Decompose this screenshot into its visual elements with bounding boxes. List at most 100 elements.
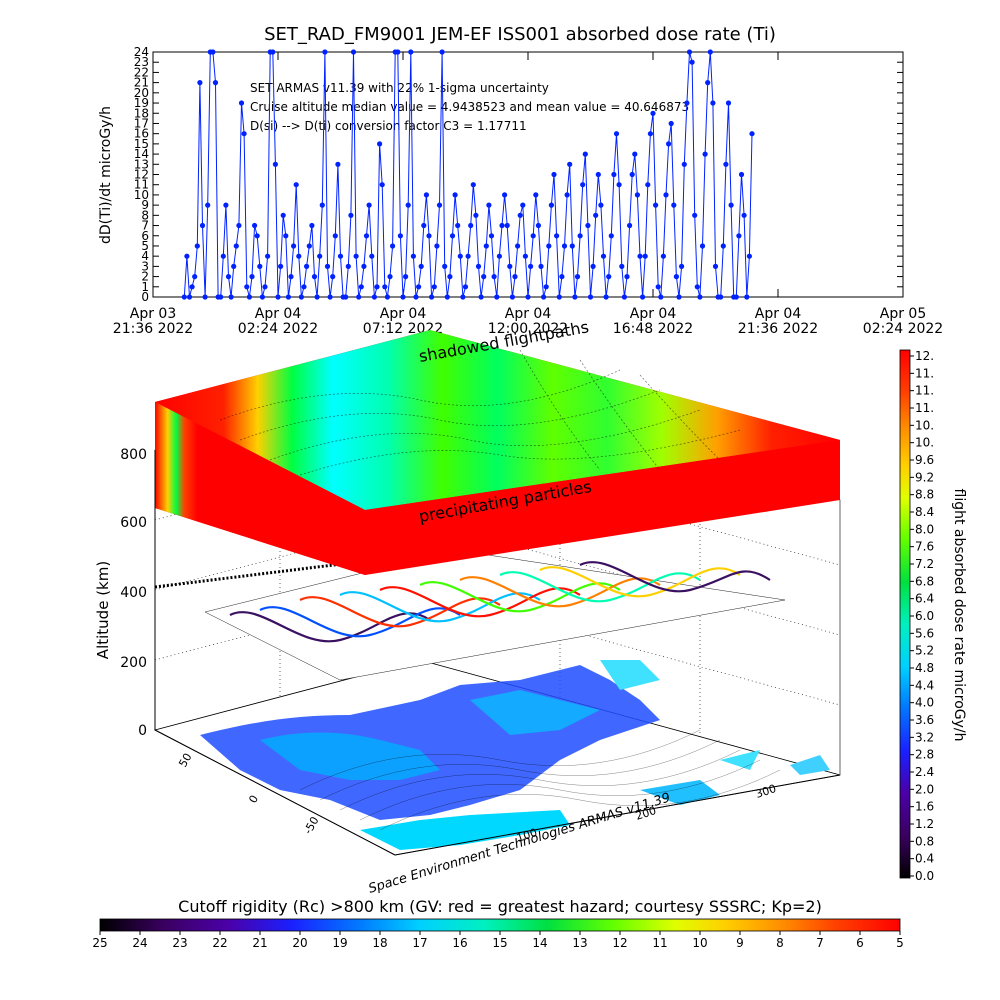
dose-colorbar: 0.0 0.4 0.8 1.2 1.6 2.0 2.4 2.8 3.2 3.6 4.0 4.4 4.8 5…: [899, 349, 967, 883]
annotation-line: Cruise altitude median value = 4.9438523…: [250, 100, 689, 114]
data-point: [572, 294, 578, 300]
colorbar-tick-label: 0.8: [915, 834, 934, 848]
data-point: [598, 202, 604, 208]
map-floor: [153, 659, 841, 856]
x-tick-label: 02:24 2022: [863, 321, 943, 337]
colorbar-tick-label: 2.8: [915, 748, 934, 762]
colorbar-label: Cutoff rigidity (Rc) >800 km (GV: red = …: [178, 897, 822, 916]
dose-rate-series: [181, 49, 755, 300]
data-point: [280, 212, 286, 218]
data-point: [400, 294, 406, 300]
data-point: [517, 212, 523, 218]
data-point: [429, 294, 435, 300]
y-tick-label: 12: [134, 168, 149, 182]
data-point: [676, 294, 682, 300]
data-point: [741, 212, 747, 218]
data-point: [624, 274, 630, 280]
lat-tick-label: -50: [301, 814, 321, 836]
data-point: [416, 284, 422, 290]
data-point: [410, 253, 416, 259]
data-point: [288, 274, 294, 280]
data-point: [710, 100, 716, 106]
x-tick-label: Apr 03: [130, 306, 176, 322]
data-point: [738, 171, 745, 178]
data-point: [642, 253, 648, 259]
data-point: [608, 233, 614, 239]
data-point: [452, 192, 458, 198]
data-point: [520, 202, 526, 208]
data-point: [205, 202, 211, 208]
colorbar-tick-label: 4.4: [915, 678, 934, 692]
data-point: [462, 284, 469, 290]
data-point: [616, 182, 622, 188]
data-point: [600, 253, 607, 259]
data-point: [504, 222, 510, 229]
colorbar-tick-label: 10.: [915, 436, 934, 450]
orbit-track-layer: [154, 548, 786, 681]
data-point: [611, 171, 617, 178]
data-point: [228, 294, 234, 300]
data-point: [447, 274, 453, 280]
data-point: [603, 294, 609, 300]
data-point: [460, 294, 466, 300]
colorbar-tick-label: 10.: [915, 418, 934, 432]
data-point: [655, 284, 661, 290]
y-tick-label: 3: [141, 259, 149, 273]
data-point: [254, 233, 260, 239]
data-point: [186, 294, 193, 300]
colorbar-tick-label: 2.0: [915, 782, 934, 796]
data-point: [499, 222, 505, 229]
y-tick-label: 21: [134, 76, 149, 90]
data-point: [225, 274, 232, 280]
data-point: [413, 294, 419, 300]
colorbar-tick-label: 8: [776, 936, 784, 950]
colorbar-tick-label: 12: [612, 936, 627, 950]
data-point: [369, 253, 375, 259]
data-point: [236, 222, 242, 229]
y-tick-label: 5: [141, 239, 149, 253]
data-point: [358, 284, 364, 290]
colorbar-tick-label: 8.8: [915, 488, 934, 502]
data-point: [405, 202, 411, 208]
data-point: [423, 192, 429, 198]
data-point: [486, 202, 492, 208]
x-tick-label: 16:48 2022: [613, 321, 693, 337]
z-tick-label: 0: [138, 723, 147, 739]
data-point: [541, 294, 547, 300]
colorbar-tick-label: 6: [856, 936, 864, 950]
data-point: [408, 49, 414, 55]
data-point: [496, 253, 502, 259]
colorbar-tick-label: 9: [736, 936, 744, 950]
data-point: [653, 202, 659, 208]
data-point: [270, 49, 276, 55]
data-point: [223, 202, 229, 208]
data-point: [457, 253, 463, 259]
colorbar-tick-label: 23: [172, 936, 187, 950]
annotation-line: D(si) --> D(ti) conversion factor C3 = 1…: [250, 119, 527, 133]
data-point: [478, 294, 484, 300]
colorbar-tick-label: 0.0: [915, 869, 934, 883]
data-point: [293, 182, 299, 188]
y-tick-label: 19: [134, 96, 149, 110]
data-point: [658, 294, 664, 300]
colorbar-tick-label: 7.2: [915, 557, 934, 571]
x-tick-label: Apr 05: [880, 306, 926, 322]
x-tick-label: Apr 04: [380, 306, 427, 322]
data-point: [319, 202, 325, 208]
data-point: [231, 263, 237, 269]
data-point: [613, 131, 620, 137]
data-point: [483, 243, 489, 249]
data-point: [324, 263, 331, 269]
data-point: [723, 161, 729, 167]
data-point: [686, 49, 693, 55]
data-point: [390, 243, 396, 249]
data-point: [564, 192, 570, 198]
data-point: [559, 274, 565, 280]
data-point: [259, 294, 265, 300]
orbit-tracks: [229, 561, 771, 643]
x-tick-label: Apr 04: [630, 306, 677, 322]
lat-tick-label: 0: [246, 793, 261, 806]
z-axis: 0 200 400 600 800 Altitude (km): [94, 447, 156, 739]
data-point: [298, 294, 304, 300]
